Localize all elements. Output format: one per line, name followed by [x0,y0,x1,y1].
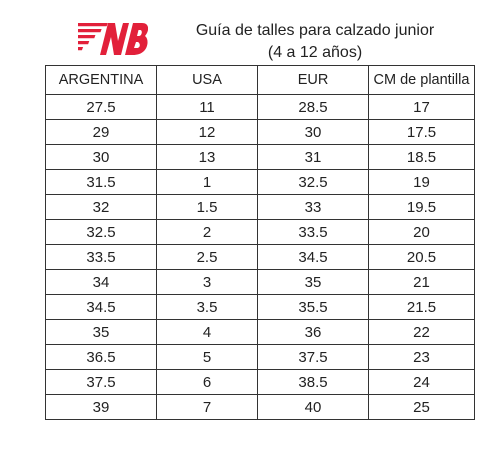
cell-argentina: 27.5 [45,94,157,120]
cell-cm: 22 [368,319,475,345]
table-row: 34 3 35 21 [45,269,475,295]
cell-usa: 12 [156,119,258,145]
cell-eur: 32.5 [257,169,369,195]
chart-header: Guía de talles para calzado junior (4 a … [150,20,480,64]
cell-argentina: 36.5 [45,344,157,370]
table-row: 30 13 31 18.5 [45,144,475,170]
table-row: 32.5 2 33.5 20 [45,219,475,245]
cell-usa: 4 [156,319,258,345]
column-header-cm: CM de plantilla [368,65,475,95]
cell-argentina: 34.5 [45,294,157,320]
cell-usa: 1 [156,169,258,195]
cell-cm: 19.5 [368,194,475,220]
page-title: Guía de talles para calzado junior [195,22,435,39]
cell-argentina: 32.5 [45,219,157,245]
cell-cm: 17 [368,94,475,120]
column-header-usa: USA [156,65,258,95]
size-chart-table: ARGENTINA USA EUR CM de plantilla 27.5 1… [45,65,475,420]
cell-argentina: 37.5 [45,369,157,395]
cell-cm: 23 [368,344,475,370]
cell-argentina: 31.5 [45,169,157,195]
table-row: 37.5 6 38.5 24 [45,369,475,395]
cell-usa: 6 [156,369,258,395]
table-row: 33.5 2.5 34.5 20.5 [45,244,475,270]
cell-cm: 19 [368,169,475,195]
cell-eur: 36 [257,319,369,345]
cell-eur: 34.5 [257,244,369,270]
table-row: 39 7 40 25 [45,394,475,420]
cell-usa: 2.5 [156,244,258,270]
cell-cm: 21.5 [368,294,475,320]
column-header-eur: EUR [257,65,369,95]
cell-cm: 20.5 [368,244,475,270]
cell-cm: 17.5 [368,119,475,145]
cell-eur: 28.5 [257,94,369,120]
cell-usa: 13 [156,144,258,170]
cell-argentina: 35 [45,319,157,345]
table-row: 34.5 3.5 35.5 21.5 [45,294,475,320]
table-row: 32 1.5 33 19.5 [45,194,475,220]
cell-argentina: 29 [45,119,157,145]
cell-usa: 11 [156,94,258,120]
table-row: 27.5 11 28.5 17 [45,94,475,120]
cell-eur: 30 [257,119,369,145]
cell-cm: 20 [368,219,475,245]
cell-usa: 5 [156,344,258,370]
cell-eur: 40 [257,394,369,420]
cell-argentina: 33.5 [45,244,157,270]
page-subtitle: (4 a 12 años) [267,44,363,61]
cell-argentina: 32 [45,194,157,220]
cell-usa: 3.5 [156,294,258,320]
cell-argentina: 30 [45,144,157,170]
table-row: 36.5 5 37.5 23 [45,344,475,370]
cell-cm: 24 [368,369,475,395]
cell-usa: 2 [156,219,258,245]
new-balance-logo [78,23,148,55]
table-row: 35 4 36 22 [45,319,475,345]
cell-usa: 1.5 [156,194,258,220]
table-row: 31.5 1 32.5 19 [45,169,475,195]
cell-cm: 21 [368,269,475,295]
table-header-row: ARGENTINA USA EUR CM de plantilla [45,65,475,95]
cell-eur: 35 [257,269,369,295]
cell-usa: 3 [156,269,258,295]
cell-eur: 37.5 [257,344,369,370]
cell-usa: 7 [156,394,258,420]
cell-cm: 25 [368,394,475,420]
cell-argentina: 34 [45,269,157,295]
column-header-argentina: ARGENTINA [45,65,157,95]
cell-argentina: 39 [45,394,157,420]
cell-eur: 35.5 [257,294,369,320]
cell-eur: 31 [257,144,369,170]
table-row: 29 12 30 17.5 [45,119,475,145]
cell-eur: 38.5 [257,369,369,395]
cell-cm: 18.5 [368,144,475,170]
cell-eur: 33 [257,194,369,220]
cell-eur: 33.5 [257,219,369,245]
